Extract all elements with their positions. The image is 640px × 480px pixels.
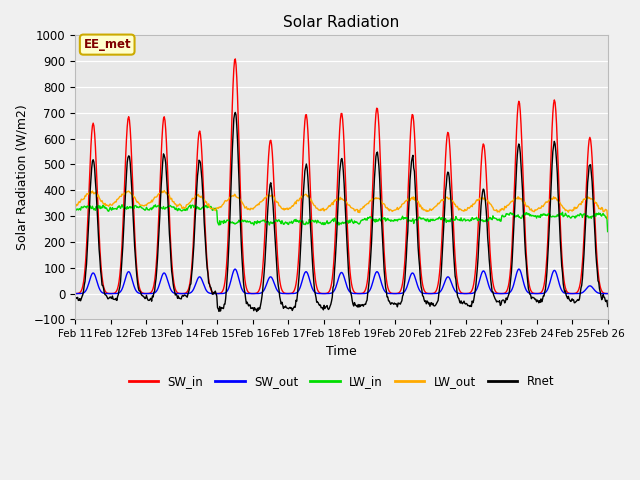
SW_in [407, 127, 415, 132]
Rnet [253, 309, 260, 314]
Rnet [72, 295, 79, 300]
LW_out [161, 188, 168, 193]
Title: Solar Radiation: Solar Radiation [284, 15, 399, 30]
SW_out [422, 291, 429, 297]
SW_in [232, 56, 239, 62]
Line: Rnet: Rnet [76, 112, 607, 312]
Rnet [423, 298, 431, 304]
Rnet [218, 305, 226, 311]
LW_out [81, 193, 89, 199]
LW_out [604, 216, 611, 222]
LW_in [407, 218, 415, 224]
LW_out [72, 201, 79, 207]
SW_in [190, 228, 198, 234]
LW_out [219, 202, 227, 207]
Y-axis label: Solar Radiation (W/m2): Solar Radiation (W/m2) [15, 105, 28, 250]
LW_in [219, 219, 227, 225]
LW_in [81, 204, 89, 210]
SW_in [604, 291, 611, 297]
Rnet [136, 288, 143, 294]
Rnet [190, 242, 198, 248]
LW_in [422, 218, 430, 224]
SW_out [81, 289, 89, 295]
Rnet [232, 109, 239, 115]
SW_in [422, 290, 430, 296]
SW_out [515, 266, 523, 272]
LW_in [137, 204, 145, 209]
SW_out [406, 274, 414, 280]
SW_out [190, 286, 198, 291]
LW_in [118, 202, 126, 207]
LW_out [407, 195, 415, 201]
LW_in [604, 229, 611, 235]
Text: EE_met: EE_met [83, 38, 131, 51]
Line: SW_in: SW_in [76, 59, 607, 294]
Line: SW_out: SW_out [76, 269, 607, 294]
Rnet [604, 304, 611, 310]
SW_in [218, 289, 226, 295]
Legend: SW_in, SW_out, LW_in, LW_out, Rnet: SW_in, SW_out, LW_in, LW_out, Rnet [124, 371, 559, 393]
SW_out [604, 291, 611, 297]
SW_out [218, 291, 226, 297]
LW_in [72, 205, 79, 211]
LW_out [136, 202, 143, 207]
LW_out [422, 207, 430, 213]
X-axis label: Time: Time [326, 345, 357, 358]
SW_out [72, 291, 79, 297]
Rnet [81, 278, 89, 284]
SW_in [81, 266, 89, 272]
SW_out [136, 290, 143, 296]
SW_in [72, 291, 79, 297]
Line: LW_in: LW_in [76, 204, 607, 232]
LW_out [191, 195, 198, 201]
LW_in [191, 204, 198, 209]
Rnet [408, 159, 415, 165]
Line: LW_out: LW_out [76, 191, 607, 219]
SW_in [136, 286, 143, 292]
